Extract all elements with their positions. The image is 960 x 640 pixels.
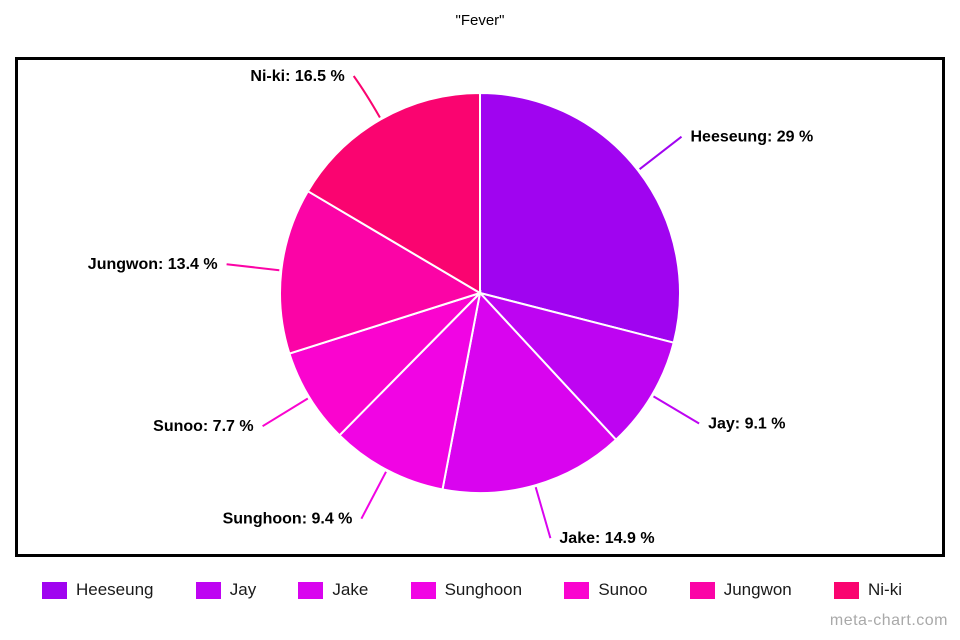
pie-slice-jungwon <box>279 189 483 355</box>
legend-label: Sunghoon <box>444 580 523 599</box>
legend-item-sunoo: Sunoo <box>564 580 647 600</box>
legend-swatch <box>689 581 715 599</box>
pie-slice-sunoo <box>288 292 481 437</box>
legend-swatch <box>833 581 859 599</box>
legend-swatch <box>564 581 590 599</box>
label-leader-line <box>226 263 280 272</box>
legend-label: Heeseung <box>76 580 154 599</box>
slice-label-sunghoon: Sunghoon: 9.4 % <box>223 511 353 528</box>
legend-item-jake: Jake <box>298 580 368 600</box>
legend-swatch <box>410 581 436 599</box>
pie-slice-sunghoon <box>338 289 482 491</box>
slice-label-ni-ki: Ni-ki: 16.5 % <box>250 68 344 85</box>
label-leader-line <box>360 471 387 520</box>
legend-label: Ni-ki <box>867 580 902 599</box>
slice-label-jungwon: Jungwon: 13.4 % <box>88 256 218 273</box>
legend-swatch <box>195 581 221 599</box>
legend-item-heeseung: Heeseung <box>42 580 154 600</box>
pie-chart: Heeseung: 29 % Jay: 9.1 % Jake: 14.9 % Sung… <box>88 68 814 547</box>
label-leader-line <box>352 75 381 118</box>
chart-title: "Fever" <box>455 12 505 29</box>
legend-label: Jake <box>332 580 369 599</box>
pie-slice-heeseung <box>479 91 681 344</box>
legend-swatch <box>298 581 324 599</box>
pie-slice-ni-ki <box>306 91 481 295</box>
legend-label: Sunoo <box>598 580 648 599</box>
legend-label: Jungwon <box>723 580 792 599</box>
legend-swatch <box>42 581 67 599</box>
label-leader-line <box>638 135 683 170</box>
label-leader-line <box>534 486 552 539</box>
slice-label-heeseung: Heeseung: 29 % <box>691 129 814 146</box>
chart-frame: Heeseung: 29 % Jay: 9.1 % Jake: 14.9 % Sung… <box>15 57 945 557</box>
legend-item-ni-ki: Ni-ki <box>833 580 902 600</box>
legend-item-sunghoon: Sunghoon <box>410 580 523 600</box>
label-leader-line <box>262 397 309 428</box>
legend-item-jay: Jay <box>195 580 257 600</box>
slice-label-jay: Jay: 9.1 % <box>708 416 785 433</box>
legend: Heeseung Jay Jake Sunghoon Sunoo Jungwon Ni-ki <box>42 577 902 603</box>
legend-label: Jay <box>229 580 257 599</box>
watermark: meta-chart.com <box>829 612 948 629</box>
slice-label-sunoo: Sunoo: 7.7 % <box>153 418 253 435</box>
legend-item-jungwon: Jungwon <box>689 580 792 600</box>
pie-slice-jay <box>476 291 675 442</box>
label-leader-line <box>652 395 700 425</box>
slice-label-jake: Jake: 14.9 % <box>559 530 654 547</box>
pie-slice-jake <box>441 290 618 495</box>
